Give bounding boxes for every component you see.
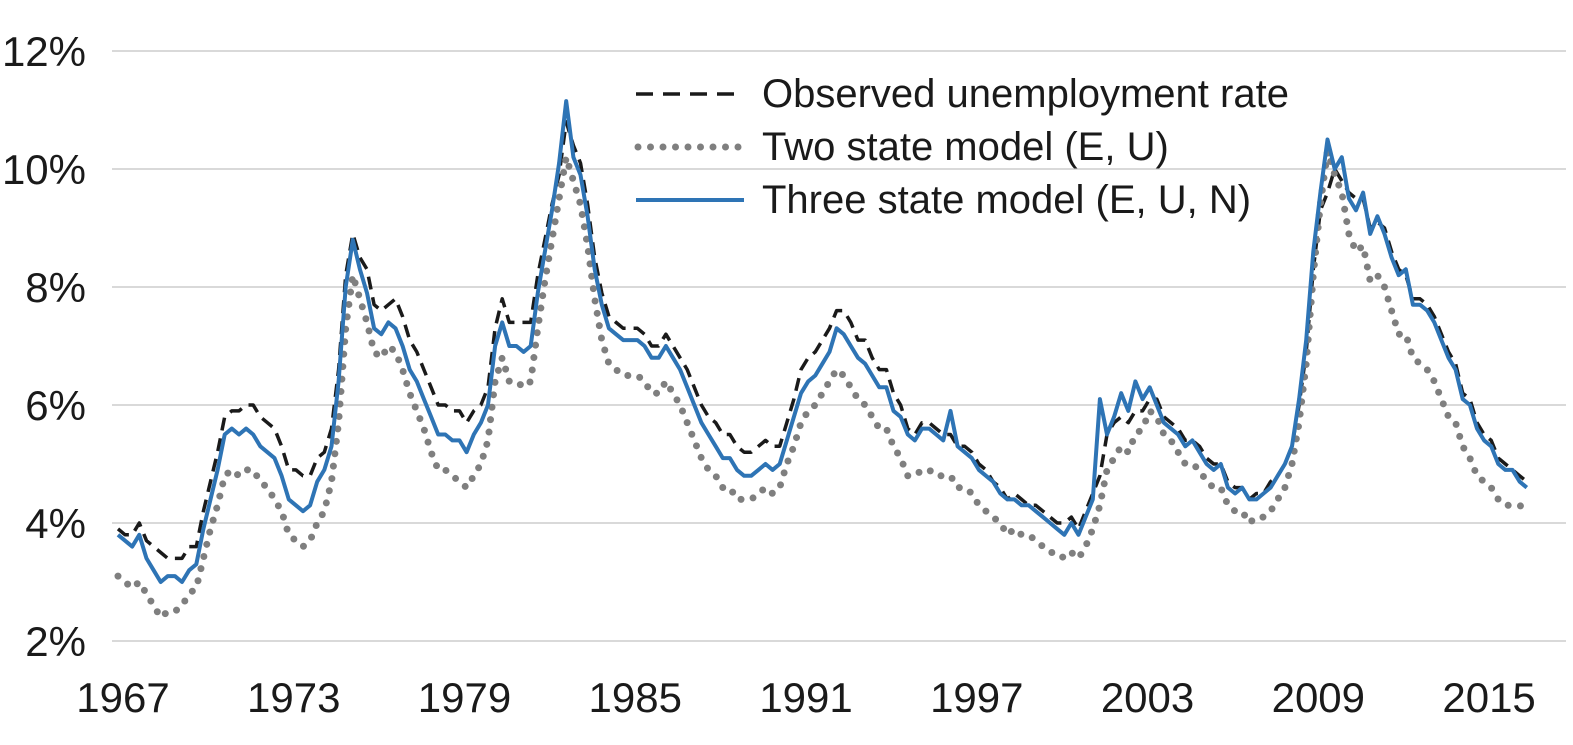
dotted-line-swatch <box>634 143 746 151</box>
series-three-state-line <box>116 99 1529 584</box>
y-tick-label: 10% <box>2 146 86 193</box>
x-tick-label: 1979 <box>418 674 511 721</box>
x-tick-label: 1991 <box>759 674 852 721</box>
y-tick-label: 12% <box>2 28 86 75</box>
series-two-state-line <box>114 147 1531 621</box>
y-tick-label: 4% <box>25 500 86 547</box>
x-tick-label: 2009 <box>1272 674 1365 721</box>
x-tick-label: 1997 <box>930 674 1023 721</box>
x-tick-label: 1967 <box>76 674 169 721</box>
legend-label-observed: Observed unemployment rate <box>762 72 1289 116</box>
legend-row-two-state: Two state model (E, U) <box>634 125 1289 169</box>
x-tick-label: 1973 <box>247 674 340 721</box>
y-tick-label: 2% <box>25 618 86 665</box>
dashed-line-swatch <box>636 92 744 96</box>
legend-row-observed: Observed unemployment rate <box>634 72 1289 116</box>
chart-legend: Observed unemployment rate Two state mod… <box>634 72 1289 222</box>
x-tick-label: 2015 <box>1442 674 1535 721</box>
y-tick-label: 8% <box>25 264 86 311</box>
y-tick-label: 6% <box>25 382 86 429</box>
solid-line-swatch <box>636 198 744 202</box>
x-tick-label: 1985 <box>589 674 682 721</box>
legend-label-two-state: Two state model (E, U) <box>762 125 1169 169</box>
legend-row-three-state: Three state model (E, U, N) <box>634 178 1289 222</box>
legend-label-three-state: Three state model (E, U, N) <box>762 178 1252 222</box>
x-tick-label: 2003 <box>1101 674 1194 721</box>
